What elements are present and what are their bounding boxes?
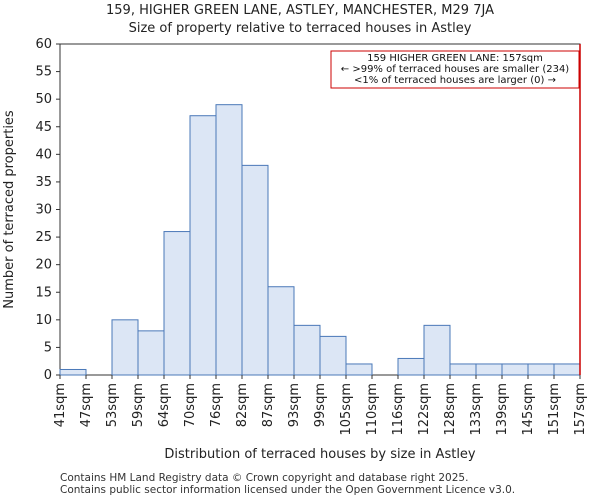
bar	[527, 363, 555, 376]
y-axis-label: Number of terraced properties	[2, 110, 17, 309]
bar	[319, 335, 347, 376]
x-tick-label: 59sqm	[131, 383, 146, 427]
x-tick-label: 76sqm	[209, 383, 224, 427]
y-tick-label: 55	[35, 65, 52, 80]
y-tick-label: 45	[35, 120, 52, 135]
bar	[241, 164, 269, 376]
y-tick-label: 60	[35, 37, 52, 52]
x-tick-label: 128sqm	[443, 383, 458, 436]
bar	[345, 363, 373, 376]
chart-title: 159, HIGHER GREEN LANE, ASTLEY, MANCHEST…	[106, 3, 494, 18]
annotation-box	[330, 50, 580, 89]
y-tick-label: 0	[44, 368, 52, 383]
y-tick-label: 40	[35, 147, 52, 162]
x-tick-label: 110sqm	[365, 383, 380, 436]
bar	[59, 368, 87, 376]
annotation-line: ← >99% of terraced houses are smaller (2…	[341, 64, 570, 75]
x-tick-label: 82sqm	[235, 383, 250, 427]
bar	[163, 231, 191, 376]
y-tick-label: 15	[35, 285, 52, 300]
y-tick-label: 30	[35, 203, 52, 218]
x-tick-label: 53sqm	[105, 383, 120, 427]
x-tick-label: 116sqm	[391, 383, 406, 436]
x-tick-label: 70sqm	[183, 383, 198, 427]
x-tick-label: 64sqm	[157, 383, 172, 427]
x-tick-label: 157sqm	[573, 383, 588, 436]
x-tick-label: 133sqm	[469, 383, 484, 436]
bar	[293, 324, 321, 376]
annotation-line: 159 HIGHER GREEN LANE: 157sqm	[367, 53, 543, 64]
y-tick-label: 35	[35, 175, 52, 190]
y-tick-label: 50	[35, 92, 52, 107]
x-tick-label: 99sqm	[313, 383, 328, 427]
bar	[137, 330, 165, 376]
footer-line-2: Contains public sector information licen…	[60, 484, 516, 496]
bar	[449, 363, 477, 376]
bar	[423, 324, 451, 376]
x-tick-label: 47sqm	[79, 383, 94, 427]
annotation-line: <1% of terraced houses are larger (0) →	[354, 75, 556, 86]
x-tick-label: 105sqm	[339, 383, 354, 436]
x-tick-label: 139sqm	[495, 383, 510, 436]
footer-line-1: Contains HM Land Registry data © Crown c…	[60, 472, 469, 484]
x-tick-label: 93sqm	[287, 383, 302, 427]
bar	[553, 363, 581, 376]
y-tick-label: 10	[35, 313, 52, 328]
chart-subtitle: Size of property relative to terraced ho…	[128, 21, 472, 36]
bar	[111, 319, 139, 376]
x-tick-label: 151sqm	[547, 383, 562, 436]
x-axis-label: Distribution of terraced houses by size …	[164, 447, 476, 462]
y-tick-label: 25	[35, 230, 52, 245]
bar	[215, 104, 243, 376]
bar	[397, 357, 425, 376]
bar	[189, 115, 217, 376]
x-tick-label: 122sqm	[417, 383, 432, 436]
y-tick-label: 20	[35, 258, 52, 273]
bar	[267, 286, 295, 376]
bar	[501, 363, 529, 376]
y-tick-label: 5	[44, 340, 52, 355]
x-tick-label: 145sqm	[521, 383, 536, 436]
x-tick-label: 87sqm	[261, 383, 276, 427]
bar	[475, 363, 503, 376]
x-tick-label: 41sqm	[53, 383, 68, 427]
